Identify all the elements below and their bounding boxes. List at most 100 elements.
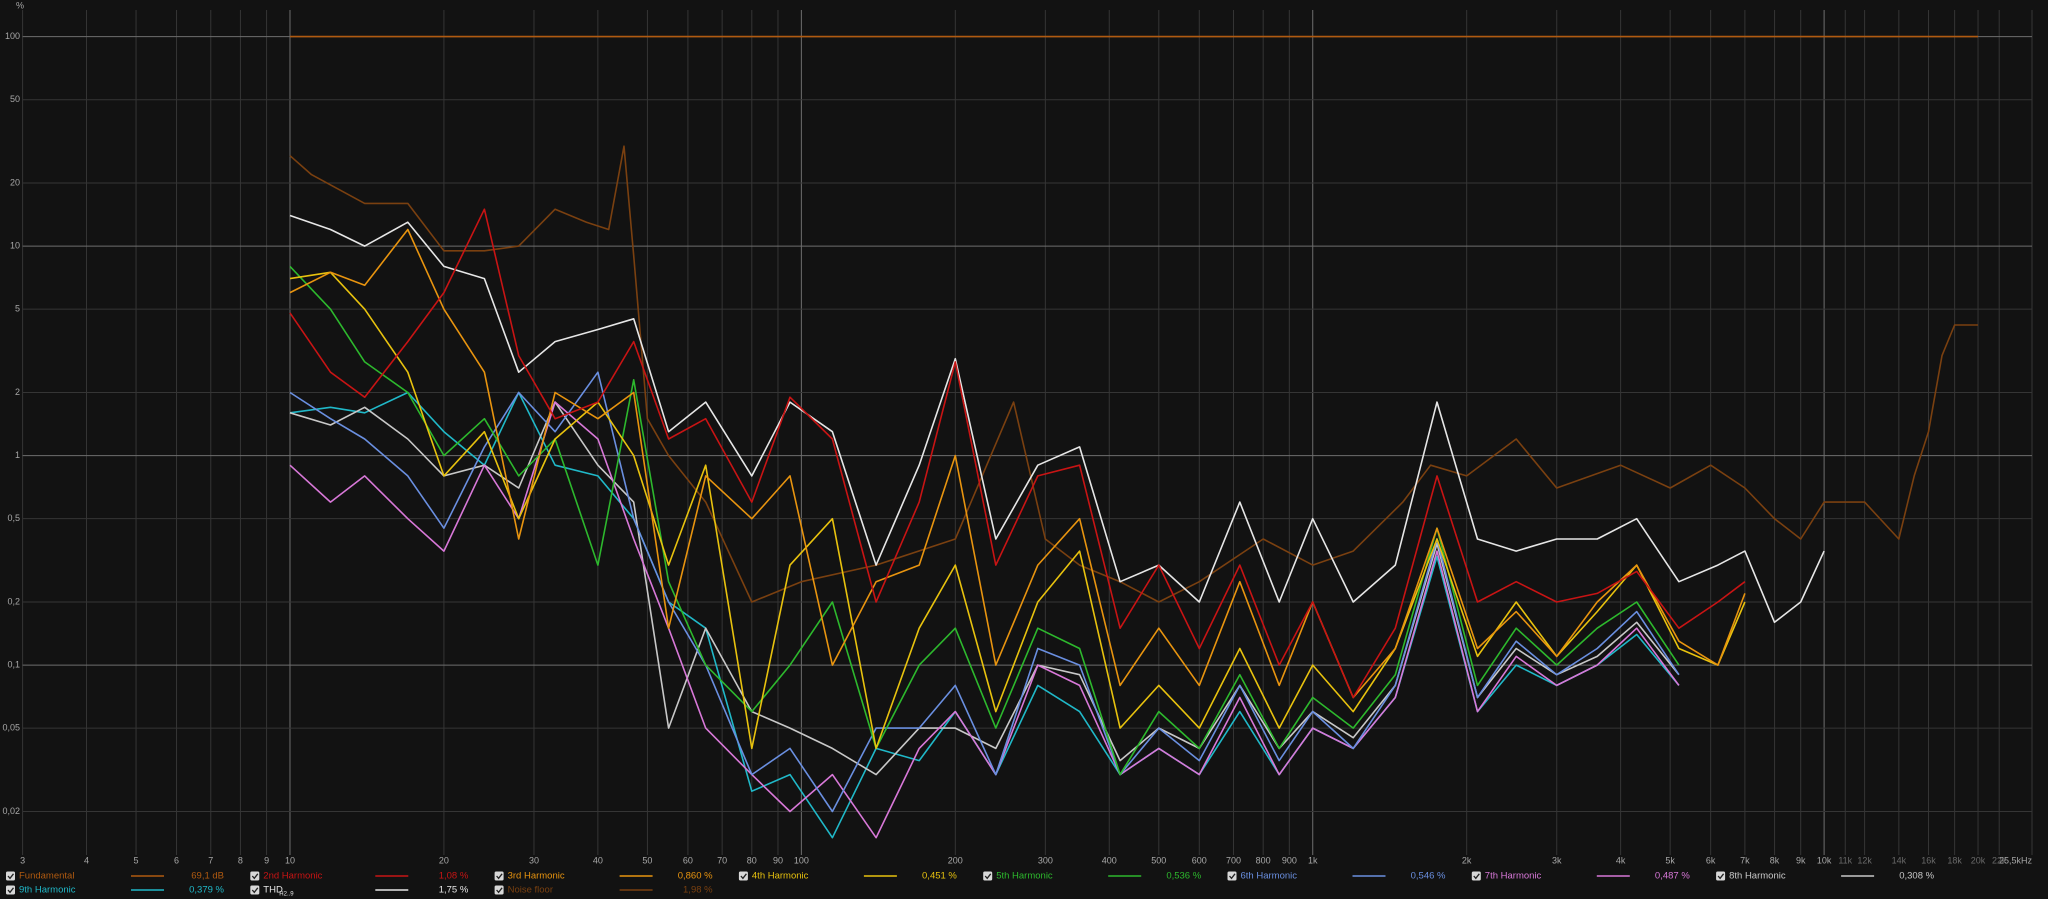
series-line <box>289 214 1825 624</box>
legend-name-sub: H2..9 <box>279 892 294 898</box>
legend-item[interactable]: Fundamental 69,1 dB <box>6 871 224 882</box>
y-tick-label: 0,05 <box>2 723 20 733</box>
legend-item[interactable]: 6th Harmonic 0,546 % <box>1227 871 1447 882</box>
x-tick-label: 11k <box>1838 855 1852 865</box>
legend-item[interactable]: Noise floor 1,98 % <box>494 885 714 896</box>
x-tick-label: 8 <box>238 855 243 865</box>
legend-value: 0,487 % <box>1655 871 1690 882</box>
legend-name: 2nd Harmonic <box>263 871 322 882</box>
x-tick-label: 7k <box>1740 855 1750 865</box>
series-line <box>289 265 1680 776</box>
x-tick-label: 40 <box>593 855 603 865</box>
x-tick-label: 500 <box>1151 855 1166 865</box>
x-tick-label: 5 <box>134 855 139 865</box>
x-tick-label: 9k <box>1796 855 1806 865</box>
x-tick-label: 800 <box>1256 855 1271 865</box>
x-tick-label: 1k <box>1308 855 1318 865</box>
legend-check <box>1473 873 1480 880</box>
x-tick-label: 300 <box>1038 855 1053 865</box>
legend-checkbox[interactable] <box>250 871 260 881</box>
x-tick-label: 2k <box>1462 855 1472 865</box>
legend-checkbox[interactable] <box>738 871 748 881</box>
y-tick-label: 50 <box>10 94 20 104</box>
axes: % 3 4 5 6 7 8 9 10 20 30 40 50 60 70 80 90 100 200 300 400 5… <box>2 0 2032 865</box>
legend-item[interactable]: 2nd Harmonic 1,08 % <box>250 871 469 882</box>
x-tick-label: 20 <box>439 855 449 865</box>
legend-name: 6th Harmonic <box>1241 871 1298 882</box>
x-tick-label: 4 <box>84 855 89 865</box>
y-tick-label: 0,5 <box>7 513 20 523</box>
x-tick-label: 10k <box>1817 855 1832 865</box>
legend-value: 0,536 % <box>1166 871 1201 882</box>
legend-item[interactable]: 9th Harmonic 0,379 % <box>6 885 225 896</box>
legend-checkbox[interactable] <box>6 871 15 881</box>
x-tick-label: 20k <box>1971 855 1986 865</box>
x-tick-label: 900 <box>1282 855 1297 865</box>
legend-checkbox[interactable] <box>6 885 15 895</box>
legend-item[interactable]: 4th Harmonic 0,451 % <box>738 871 958 882</box>
x-tick-label: 14k <box>1892 855 1907 865</box>
x-tick-label: 8k <box>1770 855 1780 865</box>
x-tick-label: 9 <box>264 855 269 865</box>
x-tick-label: 22k <box>1992 855 2007 865</box>
legend-checkbox[interactable] <box>983 871 993 881</box>
x-tick-label: 3k <box>1552 855 1562 865</box>
x-tick-label: 6 <box>174 855 179 865</box>
legend-checkbox[interactable] <box>494 885 504 895</box>
legend-name: THD <box>263 885 283 896</box>
x-tick-label: 30 <box>529 855 539 865</box>
legend-item[interactable]: 8th Harmonic 0,308 % <box>1716 871 1935 882</box>
legend-name: Fundamental <box>19 871 74 882</box>
legend-value: 0,860 % <box>678 871 713 882</box>
series-line <box>289 208 1746 699</box>
series-line <box>289 401 1680 776</box>
legend-checkbox[interactable] <box>1227 871 1237 881</box>
series-line <box>289 228 1746 699</box>
legend-value: 0,451 % <box>922 871 957 882</box>
legend-name: 9th Harmonic <box>19 885 76 896</box>
legend-value: 0,308 % <box>1899 871 1934 882</box>
legend-item[interactable]: 3rd Harmonic 0,860 % <box>494 871 714 882</box>
y-tick-label: 2 <box>15 387 20 397</box>
legend-item[interactable]: 7th Harmonic 0,487 % <box>1471 871 1691 882</box>
legend-check <box>984 873 992 880</box>
legend-item[interactable]: 5th Harmonic 0,536 % <box>983 871 1202 882</box>
x-tick-label: 80 <box>747 855 757 865</box>
legend-check <box>496 887 503 894</box>
legend-check <box>251 873 259 880</box>
x-tick-label: 700 <box>1226 855 1241 865</box>
legend-check <box>1717 873 1725 880</box>
legend-name: 3rd Harmonic <box>508 871 565 882</box>
y-axis-label: % <box>16 0 24 10</box>
legend-name: Noise floor <box>508 885 553 896</box>
legend-checkbox[interactable] <box>250 885 260 895</box>
series-line <box>289 371 1680 813</box>
x-tick-label: 60 <box>683 855 693 865</box>
series-line <box>289 145 1978 603</box>
legend-value: 0,546 % <box>1411 871 1446 882</box>
y-tick-label: 5 <box>15 304 20 314</box>
x-tick-label: 90 <box>773 855 783 865</box>
legend-value: 1,08 % <box>439 871 469 882</box>
legend-checkbox[interactable] <box>1716 871 1726 881</box>
x-tick-label: 100 <box>794 855 809 865</box>
x-tick-label: 400 <box>1102 855 1117 865</box>
series-line <box>289 271 1746 750</box>
legend-check <box>7 873 15 880</box>
x-tick-label: 18k <box>1947 855 1962 865</box>
legend-name: 4th Harmonic <box>752 871 809 882</box>
y-tick-label: 100 <box>5 31 20 41</box>
x-tick-label: 600 <box>1192 855 1207 865</box>
legend-check <box>1229 873 1236 880</box>
legend-checkbox[interactable] <box>1471 871 1481 881</box>
y-tick-label: 0,2 <box>7 596 20 606</box>
x-tick-label: 7 <box>208 855 213 865</box>
legend-check <box>740 873 747 880</box>
x-tick-label: 10 <box>285 855 295 865</box>
legend-check <box>496 873 503 880</box>
legend-checkbox[interactable] <box>494 871 504 881</box>
x-tick-label: 25,5kHz <box>1999 855 2033 865</box>
